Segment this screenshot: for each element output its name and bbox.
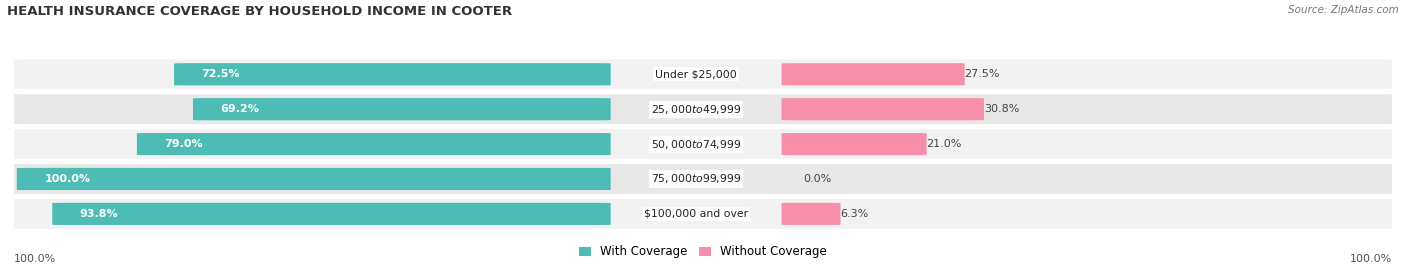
Text: 79.0%: 79.0%	[165, 139, 202, 149]
FancyBboxPatch shape	[52, 203, 610, 225]
FancyBboxPatch shape	[782, 203, 841, 225]
Text: 72.5%: 72.5%	[201, 69, 240, 79]
FancyBboxPatch shape	[782, 133, 927, 155]
FancyBboxPatch shape	[3, 59, 1403, 89]
FancyBboxPatch shape	[3, 94, 1403, 124]
FancyBboxPatch shape	[174, 63, 610, 85]
Text: HEALTH INSURANCE COVERAGE BY HOUSEHOLD INCOME IN COOTER: HEALTH INSURANCE COVERAGE BY HOUSEHOLD I…	[7, 5, 512, 18]
Text: Source: ZipAtlas.com: Source: ZipAtlas.com	[1288, 5, 1399, 15]
Legend: With Coverage, Without Coverage: With Coverage, Without Coverage	[574, 241, 832, 263]
Text: 0.0%: 0.0%	[804, 174, 832, 184]
Text: 21.0%: 21.0%	[927, 139, 962, 149]
Text: 100.0%: 100.0%	[14, 254, 56, 264]
FancyBboxPatch shape	[136, 133, 610, 155]
FancyBboxPatch shape	[3, 164, 1403, 194]
Text: 93.8%: 93.8%	[80, 209, 118, 219]
Text: 6.3%: 6.3%	[841, 209, 869, 219]
FancyBboxPatch shape	[3, 129, 1403, 159]
FancyBboxPatch shape	[782, 98, 984, 120]
FancyBboxPatch shape	[193, 98, 610, 120]
FancyBboxPatch shape	[17, 168, 610, 190]
FancyBboxPatch shape	[782, 63, 965, 85]
Text: 27.5%: 27.5%	[965, 69, 1000, 79]
Text: 100.0%: 100.0%	[45, 174, 90, 184]
Text: 69.2%: 69.2%	[221, 104, 259, 114]
Text: $50,000 to $74,999: $50,000 to $74,999	[651, 138, 741, 151]
Text: 30.8%: 30.8%	[984, 104, 1019, 114]
Text: $75,000 to $99,999: $75,000 to $99,999	[651, 172, 741, 186]
Text: $100,000 and over: $100,000 and over	[644, 209, 748, 219]
FancyBboxPatch shape	[3, 199, 1403, 229]
Text: $25,000 to $49,999: $25,000 to $49,999	[651, 103, 741, 116]
Text: Under $25,000: Under $25,000	[655, 69, 737, 79]
Text: 100.0%: 100.0%	[1350, 254, 1392, 264]
